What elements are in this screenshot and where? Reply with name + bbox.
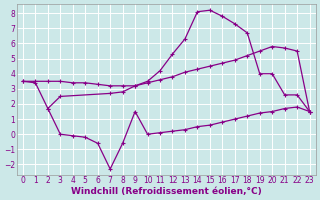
X-axis label: Windchill (Refroidissement éolien,°C): Windchill (Refroidissement éolien,°C) bbox=[71, 187, 262, 196]
